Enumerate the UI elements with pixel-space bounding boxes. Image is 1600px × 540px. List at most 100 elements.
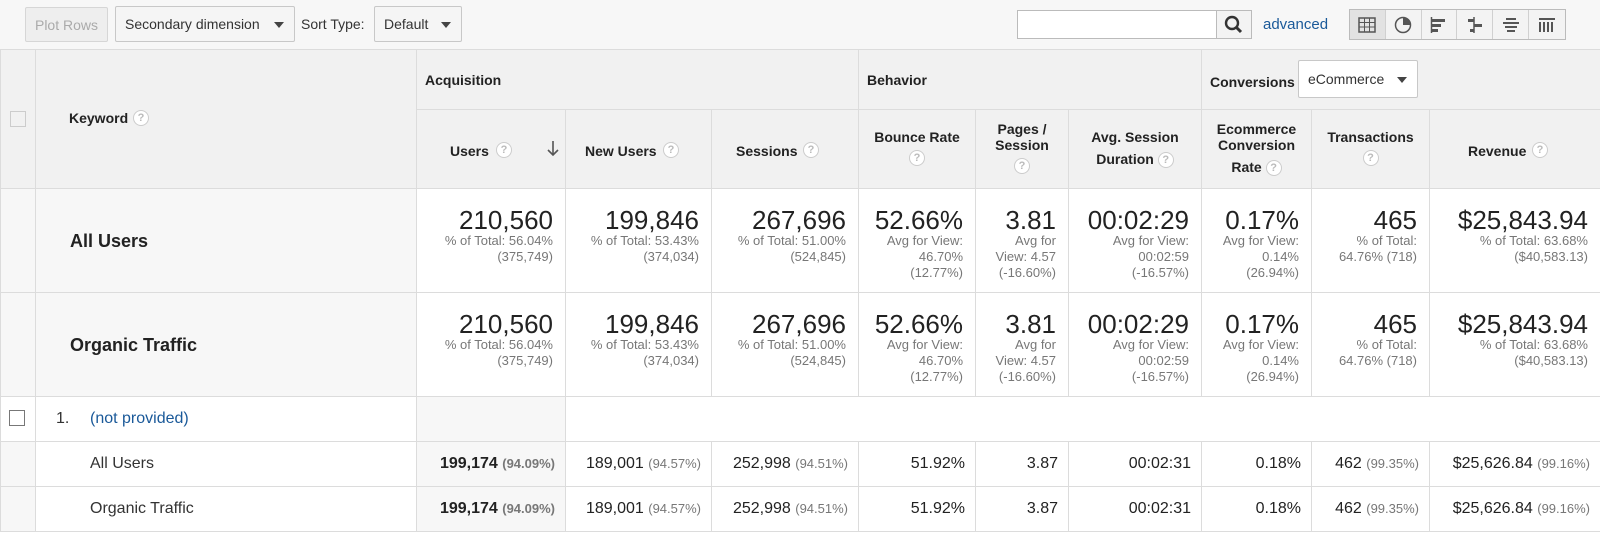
comparison-view-button[interactable]: [1457, 10, 1494, 39]
summary-users-cell: 210,560 % of Total: 56.04% (375,749): [417, 293, 566, 397]
summary-new-users-cell: 199,846 % of Total: 53.43% (374,034): [566, 189, 712, 293]
new-users-column-header[interactable]: New Users ?: [566, 110, 712, 189]
revenue-column-header[interactable]: Revenue ?: [1430, 110, 1600, 189]
segment-label: All Users: [70, 231, 149, 251]
term-cloud-view-icon: [1502, 17, 1519, 32]
segment-label: All Users: [90, 455, 155, 472]
transactions-column-header[interactable]: Transactions ?: [1312, 110, 1430, 189]
row-value: 0.18%: [1255, 500, 1301, 517]
row-ecr-cell: 0.18%: [1202, 487, 1312, 532]
duration-header-label-2: Duration: [1096, 151, 1154, 167]
sessions-column-header[interactable]: Sessions ?: [712, 110, 859, 189]
summary-subtext: % of Total: 53.43% (374,034): [590, 233, 699, 264]
summary-subtext: Avg for View: 0.14% (26.94%): [1222, 233, 1299, 280]
help-icon[interactable]: ?: [496, 142, 512, 158]
summary-subtext: % of Total: 63.68% ($40,583.13): [1479, 233, 1588, 264]
help-icon[interactable]: ?: [663, 142, 679, 158]
row-value: 252,998 (94.51%): [732, 500, 848, 517]
sort-type-value: Default: [384, 16, 429, 32]
pages-per-session-column-header[interactable]: Pages / Session ?: [976, 110, 1069, 189]
sessions-header-label: Sessions: [736, 143, 798, 159]
help-icon[interactable]: ?: [1362, 150, 1379, 166]
summary-subtext: % of Total: 63.68% ($40,583.13): [1479, 337, 1588, 368]
summary-subtext: % of Total: 64.76% (718): [1338, 233, 1417, 264]
summary-value: 52.66%: [874, 309, 963, 339]
new-users-header-label: New Users: [585, 143, 657, 159]
term-cloud-view-button[interactable]: [1493, 10, 1530, 39]
help-icon[interactable]: ?: [1157, 152, 1174, 169]
help-icon[interactable]: ?: [1532, 142, 1548, 158]
summary-value: 00:02:29: [1087, 205, 1189, 235]
row-value: 0.18%: [1255, 455, 1301, 472]
help-icon[interactable]: ?: [803, 142, 819, 158]
plot-rows-button[interactable]: Plot Rows: [25, 7, 108, 42]
conversions-type-dropdown[interactable]: eCommerce: [1298, 60, 1418, 98]
acquisition-label: Acquisition: [425, 72, 502, 88]
secondary-dimension-dropdown[interactable]: Secondary dimension: [115, 6, 295, 42]
row-users-cell: 199,174 (94.09%): [417, 487, 566, 532]
users-column-header[interactable]: Users ?: [417, 110, 566, 189]
table-view-button[interactable]: [1350, 10, 1386, 39]
summary-value: 199,846: [605, 309, 699, 339]
summary-value: 0.17%: [1225, 309, 1299, 339]
row-new-users-cell: 189,001 (94.57%): [566, 442, 712, 487]
ecr-header-label-2: Conversion: [1217, 137, 1295, 153]
summary-subtext: % of Total: 51.00% (524,845): [737, 337, 846, 368]
summary-new-users-cell: 199,846 % of Total: 53.43% (374,034): [566, 293, 712, 397]
summary-pages-cell: 3.81 Avg for View: 4.57 (-16.60%): [976, 189, 1069, 293]
search-button[interactable]: [1216, 10, 1252, 39]
table-row-gutter: [0, 442, 36, 487]
row-value: $25,626.84 (99.16%): [1452, 455, 1590, 472]
search-input[interactable]: [1017, 10, 1217, 39]
summary-revenue-cell: $25,843.94 % of Total: 63.68% ($40,583.13…: [1430, 189, 1600, 293]
avg-session-duration-column-header[interactable]: Avg. Session Duration ?: [1069, 110, 1202, 189]
row-value: 199,174 (94.09%): [439, 500, 555, 517]
pie-view-icon: [1394, 16, 1412, 33]
row-new-users-cell: 189,001 (94.57%): [566, 487, 712, 532]
comparison-view-icon: [1467, 16, 1482, 33]
help-icon[interactable]: ?: [133, 110, 149, 126]
summary-value: 210,560: [459, 309, 553, 339]
summary-value: 267,696: [752, 205, 846, 235]
summary-subtext: Avg for View: 4.57 (-16.60%): [995, 233, 1056, 280]
pages-header-label-2: Session: [995, 137, 1049, 153]
acquisition-group-header: Acquisition: [417, 49, 859, 110]
bounce-rate-column-header[interactable]: Bounce Rate ?: [859, 110, 976, 189]
select-all-checkbox[interactable]: [10, 111, 26, 127]
duration-header-label-1: Avg. Session: [1091, 129, 1179, 145]
summary-segment-cell: All Users: [36, 189, 417, 293]
sort-type-dropdown[interactable]: Default: [374, 6, 462, 42]
summary-value: 52.66%: [874, 205, 963, 235]
summary-ecr-cell: 0.17% Avg for View: 0.14% (26.94%): [1202, 189, 1312, 293]
row-transactions-cell: 462 (99.35%): [1312, 487, 1430, 532]
row-checkbox[interactable]: [9, 410, 25, 426]
row-value: 199,174 (94.09%): [439, 455, 555, 472]
chevron-down-icon: [1397, 77, 1407, 83]
summary-value: 210,560: [459, 205, 553, 235]
summary-subtext: % of Total: 51.00% (524,845): [737, 233, 846, 264]
help-icon[interactable]: ?: [1265, 160, 1282, 177]
summary-value: 3.81: [1005, 309, 1056, 339]
advanced-search-link[interactable]: advanced: [1263, 16, 1329, 33]
users-header-label: Users: [450, 143, 489, 159]
ecr-header-label-3: Rate: [1231, 159, 1262, 175]
help-icon[interactable]: ?: [1014, 158, 1030, 174]
sort-descending-icon[interactable]: [546, 140, 560, 157]
table-row-select-cell: [0, 397, 36, 442]
row-bounce-cell: 51.92%: [859, 442, 976, 487]
pivot-view-button[interactable]: [1529, 10, 1565, 39]
ecr-header-label-1: Ecommerce: [1216, 121, 1297, 137]
keyword-link[interactable]: (not provided): [90, 410, 189, 427]
pie-view-button[interactable]: [1386, 10, 1422, 39]
keyword-header[interactable]: Keyword ?: [36, 49, 417, 189]
summary-duration-cell: 00:02:29 Avg for View: 00:02:59 (-16.57%): [1069, 189, 1202, 293]
behavior-label: Behavior: [867, 72, 927, 88]
summary-pages-cell: 3.81 Avg for View: 4.57 (-16.60%): [976, 293, 1069, 397]
summary-value: 3.81: [1005, 205, 1056, 235]
help-icon[interactable]: ?: [909, 150, 925, 166]
ecommerce-conversion-rate-column-header[interactable]: Ecommerce Conversion Rate ?: [1202, 110, 1312, 189]
summary-transactions-cell: 465 % of Total: 64.76% (718): [1312, 189, 1430, 293]
row-revenue-cell: $25,626.84 (99.16%): [1430, 487, 1600, 532]
summary-value: $25,843.94: [1457, 205, 1588, 235]
performance-view-button[interactable]: [1422, 10, 1458, 39]
